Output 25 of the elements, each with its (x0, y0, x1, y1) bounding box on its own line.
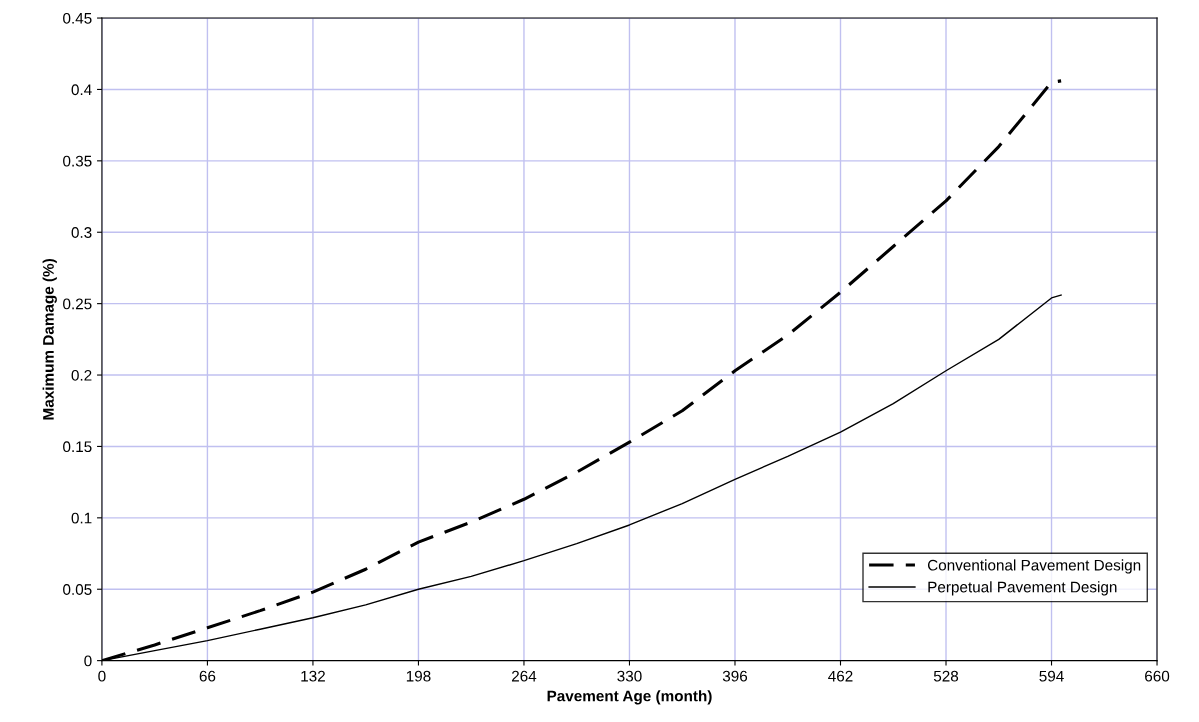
legend-label: Perpetual Pavement Design (928, 581, 1117, 596)
y-tick-label: 0.45 (63, 12, 92, 24)
legend-label: Conventional Pavement Design (927, 559, 1141, 574)
x-tick-label: 0 (98, 670, 106, 682)
x-tick-label: 132 (301, 670, 325, 682)
x-tick-label: 462 (828, 670, 853, 682)
x-tick-label: 660 (1145, 670, 1170, 682)
x-tick-label: 264 (511, 670, 537, 682)
y-tick-label: 0.15 (63, 441, 92, 453)
y-tick-label: 0.2 (71, 369, 92, 381)
x-tick-label: 66 (199, 670, 216, 682)
x-tick-label: 528 (933, 670, 959, 682)
y-tick-label: 0.05 (63, 584, 92, 595)
y-tick-label: 0.35 (63, 155, 92, 167)
x-tick-label: 198 (406, 670, 431, 682)
y-tick-label: 0.3 (71, 227, 92, 238)
y-tick-label: 0 (84, 655, 92, 667)
y-tick-label: 0.25 (63, 298, 92, 310)
y-tick-label: 0.4 (71, 84, 92, 96)
y-axis-title: Maximum Damage (%) (42, 259, 57, 420)
y-tick-label: 0.1 (71, 512, 92, 524)
x-tick-label: 396 (722, 670, 748, 682)
x-tick-label: 594 (1039, 670, 1064, 682)
x-axis-title: Pavement Age (month) (547, 690, 712, 705)
x-tick-label: 330 (617, 670, 642, 682)
